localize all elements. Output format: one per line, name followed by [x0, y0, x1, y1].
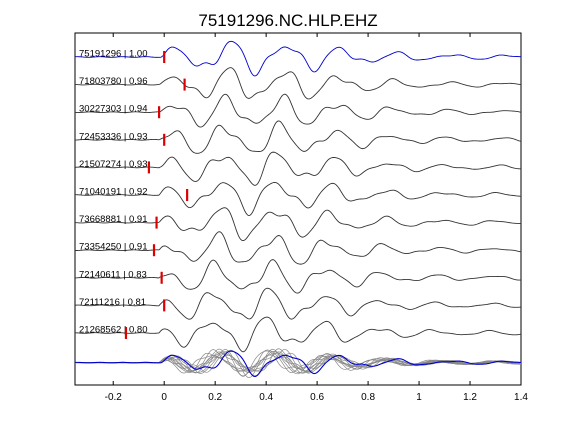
overlay-reference-line [74, 350, 522, 378]
trace-row: 71040191 | 0.92 [74, 181, 522, 216]
x-tick-label: 1.4 [514, 392, 528, 403]
trace-line [74, 316, 522, 353]
trace-row: 71803780 | 0.96 [74, 67, 522, 100]
trace-label: 73354250 | 0.91 [79, 242, 148, 253]
trace-line [74, 93, 522, 128]
trace-row: 21507274 | 0.93 [74, 151, 522, 186]
trace-label: 72111216 | 0.81 [79, 297, 146, 308]
trace-row: 75191296 | 1.00 [74, 40, 522, 77]
x-tick-label: 0.8 [361, 392, 375, 403]
trace-label: 71040191 | 0.92 [79, 187, 148, 198]
x-tick-label: 0.2 [208, 392, 222, 403]
x-tick-label: 1.2 [463, 392, 477, 403]
trace-line [74, 67, 522, 100]
trace-line [74, 259, 522, 294]
trace-line [74, 231, 522, 265]
x-axis: -0.2 0 0.2 0.4 0.6 0.8 1 1.2 1.4 [105, 33, 528, 403]
trace-row: 73668881 | 0.91 [74, 207, 522, 242]
trace-label: 73668881 | 0.91 [79, 214, 148, 225]
x-tick-label: -0.2 [105, 392, 123, 403]
trace-row: 30227303 | 0.94 [74, 93, 522, 128]
plot-frame [74, 32, 522, 386]
x-tick-label: 1 [416, 392, 422, 403]
trace-row: 73354250 | 0.91 [74, 231, 522, 265]
chart-title: 75191296.NC.HLP.EHZ [198, 11, 377, 30]
trace-label: 72140611 | 0.83 [79, 269, 147, 280]
trace-line [74, 207, 522, 242]
reference-trace-line [74, 40, 522, 77]
traces-layer: 75191296 | 1.00 71803780 | 0.96 30227303 |… [74, 40, 522, 379]
trace-label: 75191296 | 1.00 [79, 49, 148, 60]
trace-row: 72453336 | 0.93 [74, 120, 522, 154]
trace-line [74, 287, 522, 320]
x-tick-label: 0.6 [310, 392, 324, 403]
stack-overlay [74, 348, 522, 379]
trace-row: 72111216 | 0.81 [74, 287, 522, 320]
trace-row: 21268562 | 0.80 [74, 316, 522, 353]
trace-label: 72453336 | 0.93 [79, 131, 148, 142]
trace-label: 21268562 | 0.80 [79, 325, 148, 336]
trace-label: 30227303 | 0.94 [79, 104, 148, 115]
trace-line [74, 181, 522, 216]
x-tick-label: 0 [161, 392, 167, 403]
trace-row: 72140611 | 0.83 [74, 259, 522, 294]
trace-label: 71803780 | 0.96 [79, 76, 148, 87]
x-tick-label: 0.4 [259, 392, 273, 403]
trace-label: 21507274 | 0.93 [79, 159, 148, 170]
trace-line [74, 120, 522, 154]
